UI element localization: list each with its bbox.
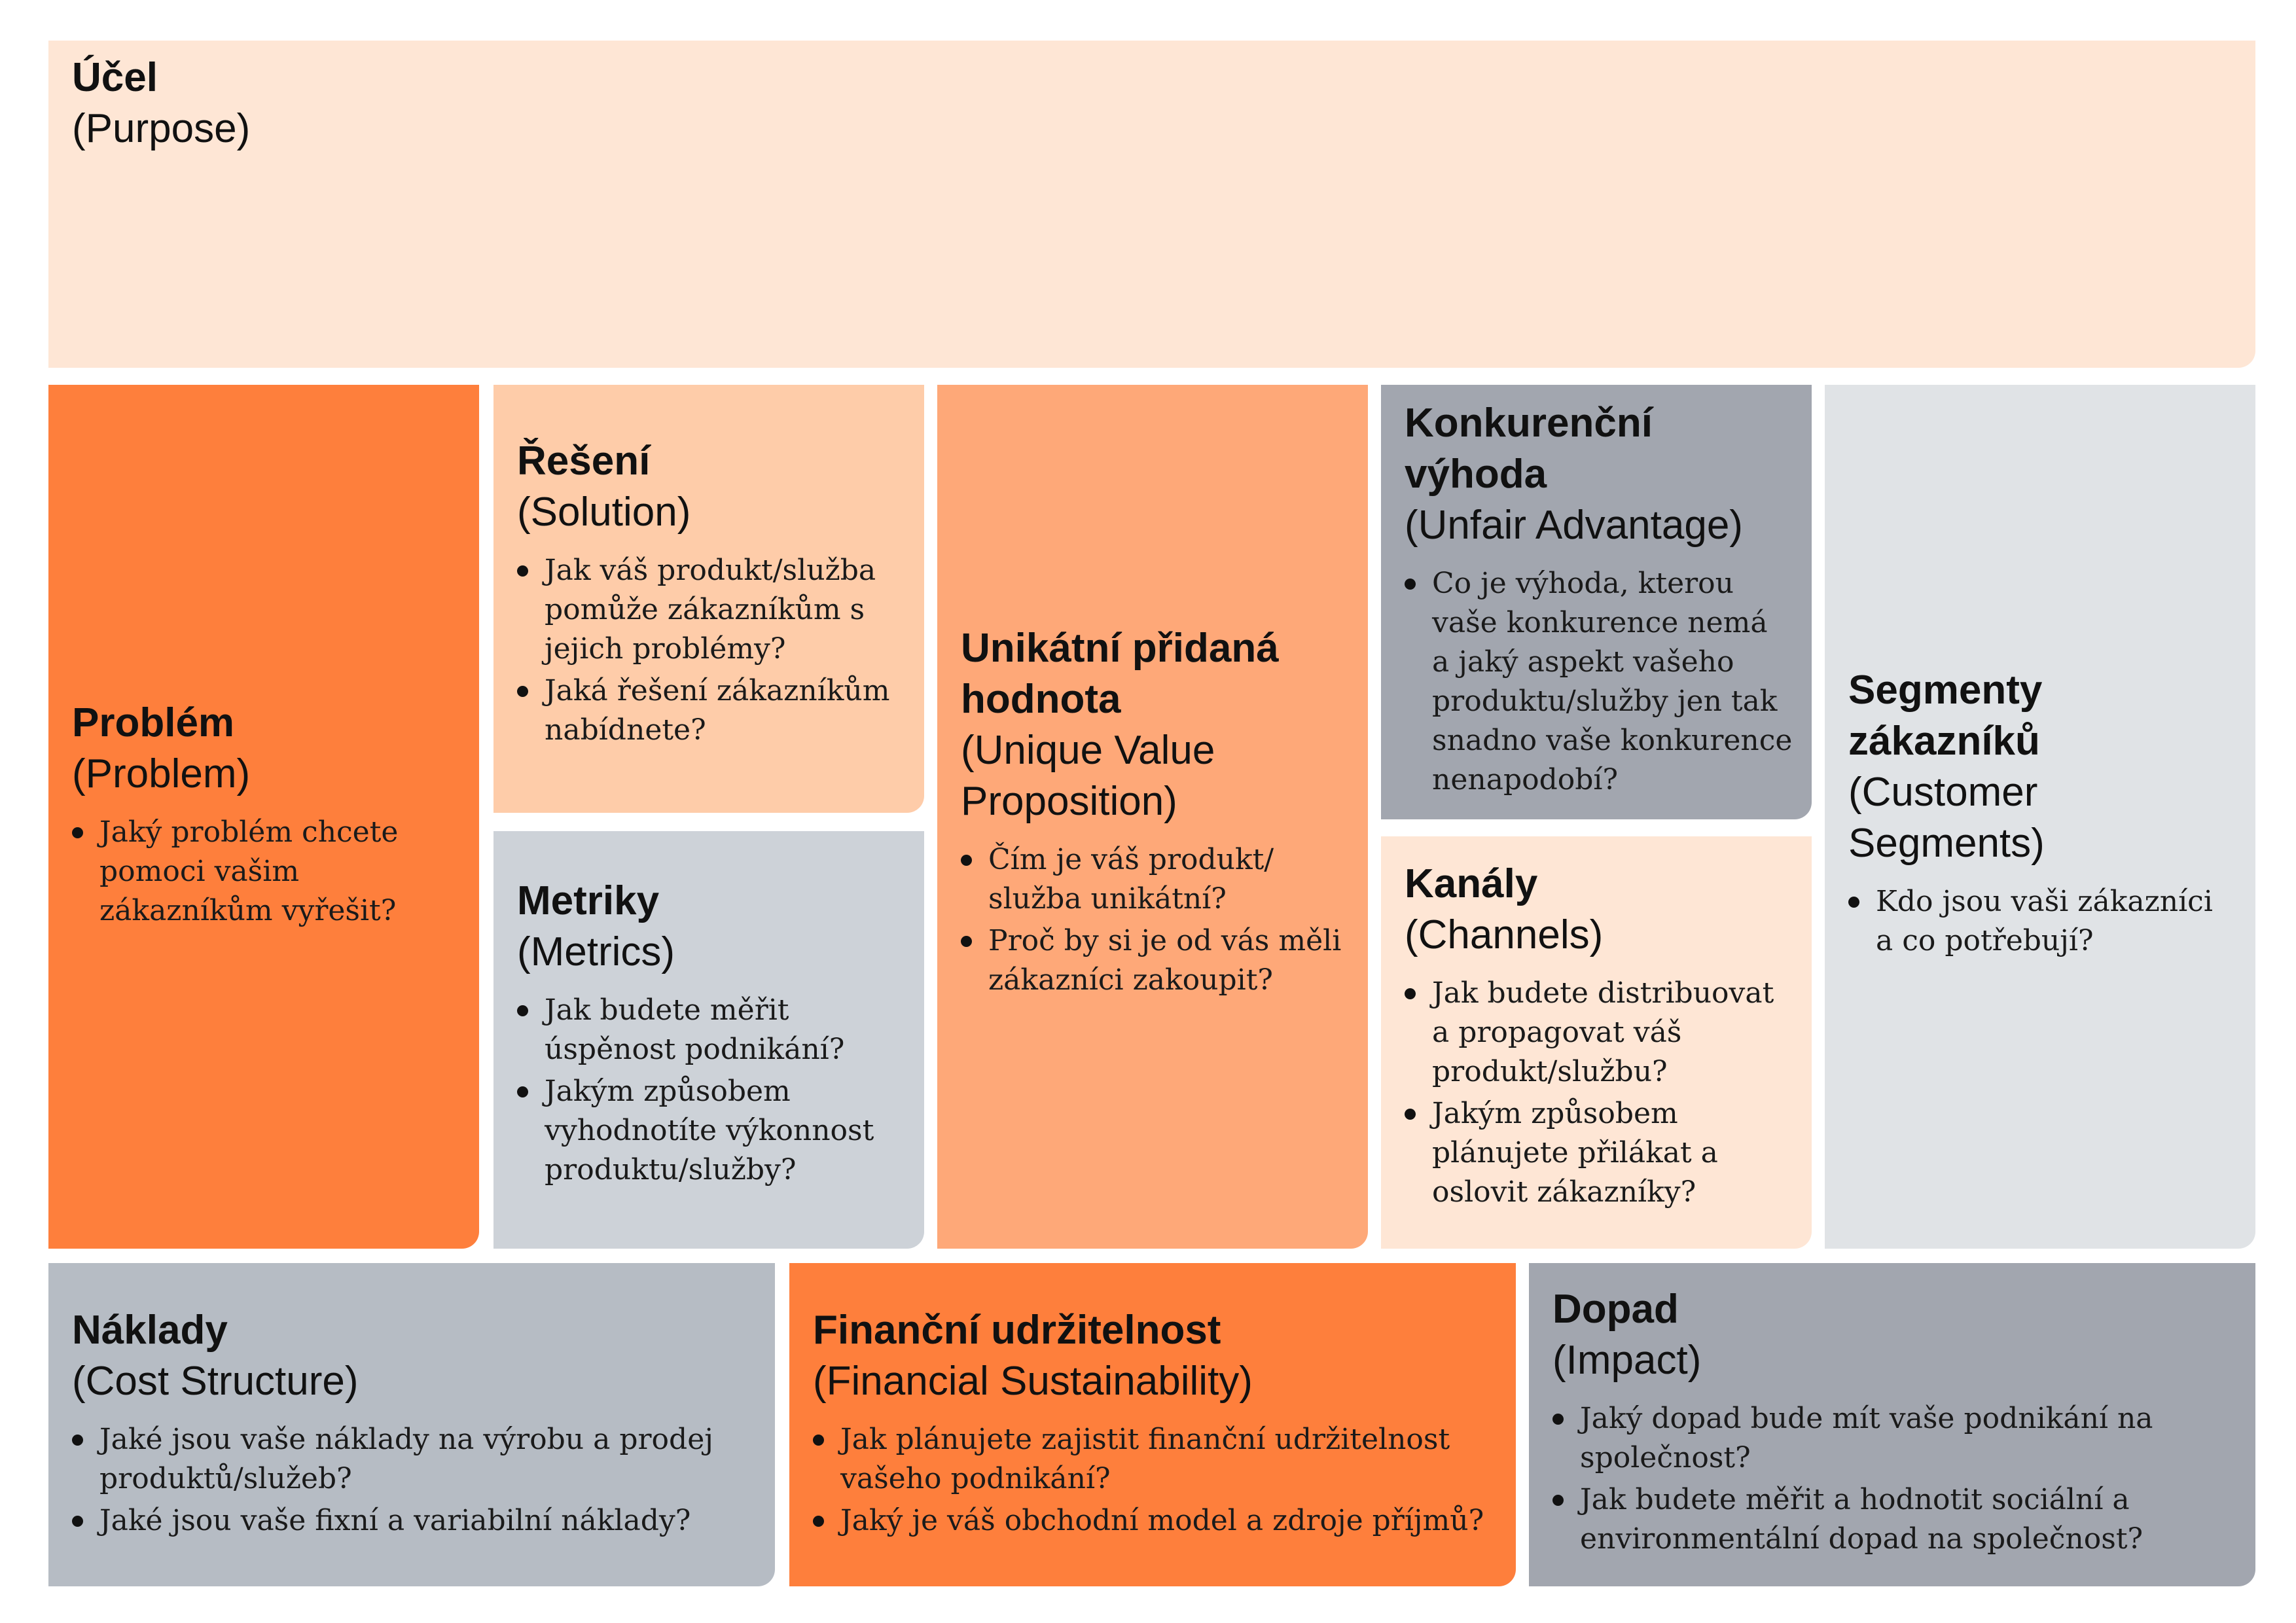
problem-title: Problém [72, 700, 235, 745]
cost-structure-questions: Jaké jsou vaše náklady na výrobu a prode… [72, 1420, 751, 1541]
impact-card: Dopad (Impact) Jaký dopad bude mít vaše … [1529, 1263, 2255, 1586]
uvp-card: Unikátní přidaná hodnota (Unique Value P… [937, 385, 1368, 1249]
uvp-subtitle: (Unique Value Proposition) [961, 728, 1215, 824]
segments-subtitle: (Customer Segments) [1848, 770, 2045, 866]
unfair-advantage-subtitle: (Unfair Advantage) [1405, 503, 1743, 548]
uvp-question: Čím je váš produkt/ služba unikátní? [961, 840, 1350, 919]
unfair-advantage-questions: Co je výhoda, kterou vaše konkurence nem… [1405, 564, 1793, 800]
channels-question: Jak budete distribuovat a propagovat váš… [1405, 974, 1793, 1092]
solution-title: Řešení [517, 438, 651, 484]
segments-title: Segmenty zákazníků [1848, 668, 2043, 764]
purpose-title: Účel [72, 55, 158, 100]
solution-question: Jak váš produkt/služba pomůže zákazníkům… [517, 551, 906, 669]
financial-sustainability-title: Finanční udržitelnost [813, 1308, 1221, 1353]
metrics-title: Metriky [517, 878, 660, 923]
segments-card: Segmenty zákazníků (Customer Segments) K… [1825, 385, 2255, 1249]
problem-card: Problém (Problem) Jaký problém chcete po… [48, 385, 479, 1249]
problem-questions: Jaký problém chcete pomoci vašim zákazní… [72, 813, 461, 931]
financial-sustainability-questions: Jak plánujete zajistit finanční udržitel… [813, 1420, 1492, 1541]
impact-subtitle: (Impact) [1552, 1338, 1702, 1383]
impact-title: Dopad [1552, 1287, 1679, 1332]
impact-question: Jaký dopad bude mít vaše podnikání na sp… [1552, 1399, 2232, 1478]
solution-card: Řešení (Solution) Jak váš produkt/služba… [493, 385, 924, 813]
purpose-subtitle: (Purpose) [72, 106, 251, 151]
channels-subtitle: (Channels) [1405, 912, 1604, 957]
solution-question: Jaká řešení zákazníkům nabídnete? [517, 671, 906, 750]
impact-question: Jak budete měřit a hodnotit sociální a e… [1552, 1480, 2232, 1559]
cost-structure-question: Jaké jsou vaše fixní a variabilní náklad… [72, 1501, 751, 1541]
metrics-question: Jak budete měřit úspěnost podnikání? [517, 991, 906, 1069]
cost-structure-question: Jaké jsou vaše náklady na výrobu a prode… [72, 1420, 751, 1499]
impact-questions: Jaký dopad bude mít vaše podnikání na sp… [1552, 1399, 2232, 1559]
cost-structure-subtitle: (Cost Structure) [72, 1359, 359, 1404]
unfair-advantage-title: Konkurenční výhoda [1405, 401, 1653, 497]
metrics-card: Metriky (Metrics) Jak budete měřit úspěn… [493, 831, 924, 1249]
metrics-questions: Jak budete měřit úspěnost podnikání? Jak… [517, 991, 906, 1190]
cost-structure-card: Náklady (Cost Structure) Jaké jsou vaše … [48, 1263, 775, 1586]
problem-subtitle: (Problem) [72, 751, 251, 796]
financial-sustainability-card: Finanční udržitelnost (Financial Sustain… [789, 1263, 1516, 1586]
unfair-advantage-card: Konkurenční výhoda (Unfair Advantage) Co… [1381, 385, 1812, 819]
financial-sustainability-question: Jaký je váš obchodní model a zdroje příj… [813, 1501, 1492, 1541]
uvp-title: Unikátní přidaná hodnota [961, 626, 1279, 722]
solution-subtitle: (Solution) [517, 490, 691, 535]
financial-sustainability-subtitle: (Financial Sustainability) [813, 1359, 1253, 1404]
solution-questions: Jak váš produkt/služba pomůže zákazníkům… [517, 551, 906, 750]
uvp-question: Proč by si je od vás měli zákazníci zako… [961, 921, 1350, 1000]
metrics-question: Jakým způsobem vyhodnotíte výkonnost pro… [517, 1072, 906, 1190]
segments-question: Kdo jsou vaši zákazníci a co potřebují? [1848, 882, 2237, 961]
channels-card: Kanály (Channels) Jak budete distribuova… [1381, 836, 1812, 1249]
problem-question: Jaký problém chcete pomoci vašim zákazní… [72, 813, 461, 931]
channels-questions: Jak budete distribuovat a propagovat váš… [1405, 974, 1793, 1212]
cost-structure-title: Náklady [72, 1308, 228, 1353]
metrics-subtitle: (Metrics) [517, 929, 675, 974]
unfair-advantage-question: Co je výhoda, kterou vaše konkurence nem… [1405, 564, 1793, 800]
financial-sustainability-question: Jak plánujete zajistit finanční udržitel… [813, 1420, 1492, 1499]
segments-questions: Kdo jsou vaši zákazníci a co potřebují? [1848, 882, 2237, 961]
channels-question: Jakým způsobem plánujete přilákat a oslo… [1405, 1094, 1793, 1212]
channels-title: Kanály [1405, 861, 1538, 906]
uvp-questions: Čím je váš produkt/ služba unikátní? Pro… [961, 840, 1350, 1000]
purpose-card: Účel (Purpose) [48, 41, 2255, 368]
purpose-header: Účel (Purpose) [72, 52, 2232, 154]
